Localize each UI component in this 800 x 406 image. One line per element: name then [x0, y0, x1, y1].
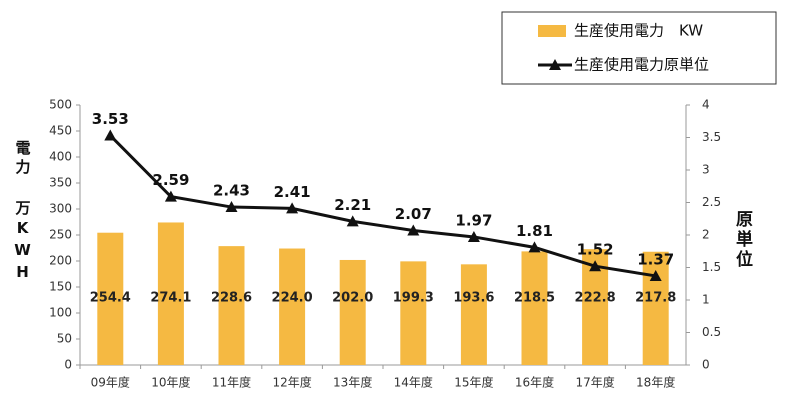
bar	[97, 232, 124, 365]
bar	[157, 222, 184, 365]
bar-value-label: 193.6	[453, 291, 494, 306]
line-marker	[225, 201, 238, 213]
x-tick-label: 16年度	[515, 375, 554, 390]
line-marker	[407, 224, 420, 236]
y-tick-label: 150	[49, 280, 72, 294]
x-tick-label: 11年度	[212, 375, 251, 390]
bar	[400, 261, 427, 365]
bar-value-label: 254.4	[90, 291, 131, 306]
line-value-label: 2.59	[152, 171, 189, 189]
bar	[521, 251, 548, 365]
x-tick-label: 09年度	[91, 375, 130, 390]
line-marker	[346, 215, 359, 227]
x-tick-label: 12年度	[272, 375, 311, 390]
y-tick-label: 450	[49, 124, 72, 138]
bar	[642, 251, 669, 365]
line-marker	[528, 241, 541, 253]
legend-swatch	[538, 25, 566, 37]
x-tick-label: 18年度	[636, 375, 675, 390]
bar	[218, 246, 245, 365]
bar-value-label: 202.0	[332, 291, 373, 306]
legend-marker	[549, 59, 561, 70]
y-tick-label: 500	[49, 98, 72, 112]
y-axis-label: 電力 万KWH	[14, 140, 32, 285]
line-value-label: 1.81	[516, 222, 553, 240]
line-marker	[104, 129, 117, 141]
bar-value-label: 224.0	[272, 291, 313, 306]
y2-tick-label: 3.5	[702, 130, 721, 144]
y2-tick-label: 3	[702, 163, 710, 177]
line-value-label: 2.07	[395, 205, 432, 223]
legend-box	[501, 11, 777, 85]
line-value-label: 2.21	[334, 196, 371, 214]
y-tick-label: 50	[57, 332, 72, 346]
line-value-label: 1.97	[455, 211, 492, 229]
x-tick-label: 17年度	[575, 375, 614, 390]
line-value-label: 3.53	[92, 110, 129, 128]
y2-tick-label: 0	[702, 358, 710, 372]
x-tick-label: 13年度	[333, 375, 372, 390]
line-value-label: 2.43	[213, 182, 250, 200]
line-marker	[164, 190, 177, 202]
y2-tick-label: 4	[702, 98, 710, 112]
y-tick-label: 350	[49, 176, 72, 190]
line-marker	[589, 260, 602, 272]
line	[109, 134, 656, 278]
bar	[339, 259, 366, 365]
y-tick-label: 300	[49, 202, 72, 216]
x-tick-label: 15年度	[454, 375, 493, 390]
legend-label: 生産使用電力 KW	[574, 22, 703, 40]
line-value-label: 1.52	[577, 241, 614, 259]
y2-tick-label: 1	[702, 293, 710, 307]
y2-tick-label: 2.5	[702, 195, 721, 209]
line-marker	[467, 230, 480, 242]
line-marker	[649, 269, 662, 281]
y2-tick-label: 2	[702, 228, 710, 242]
y-tick-label: 400	[49, 150, 72, 164]
legend-label: 生産使用電力原単位	[574, 56, 709, 74]
y-tick-label: 250	[49, 228, 72, 242]
x-tick-label: 10年度	[151, 375, 190, 390]
y2-axis-label: 原単位	[732, 210, 753, 270]
bar-value-label: 199.3	[393, 291, 434, 306]
bar-value-label: 222.8	[575, 291, 616, 306]
bar	[460, 264, 487, 365]
y2-tick-label: 0.5	[702, 325, 721, 339]
y-tick-label: 200	[49, 254, 72, 268]
bar-value-label: 218.5	[514, 291, 555, 306]
y-tick-label: 0	[64, 358, 72, 372]
line-value-label: 2.41	[274, 183, 311, 201]
line-value-label: 1.37	[637, 250, 674, 268]
bar-value-label: 217.8	[635, 291, 676, 306]
bar	[279, 248, 306, 365]
y2-tick-label: 1.5	[702, 260, 721, 274]
y-tick-label: 100	[49, 306, 72, 320]
bar-value-label: 228.6	[211, 291, 252, 306]
line-marker	[286, 202, 299, 214]
x-tick-label: 14年度	[394, 375, 433, 390]
bar-value-label: 274.1	[150, 291, 191, 306]
